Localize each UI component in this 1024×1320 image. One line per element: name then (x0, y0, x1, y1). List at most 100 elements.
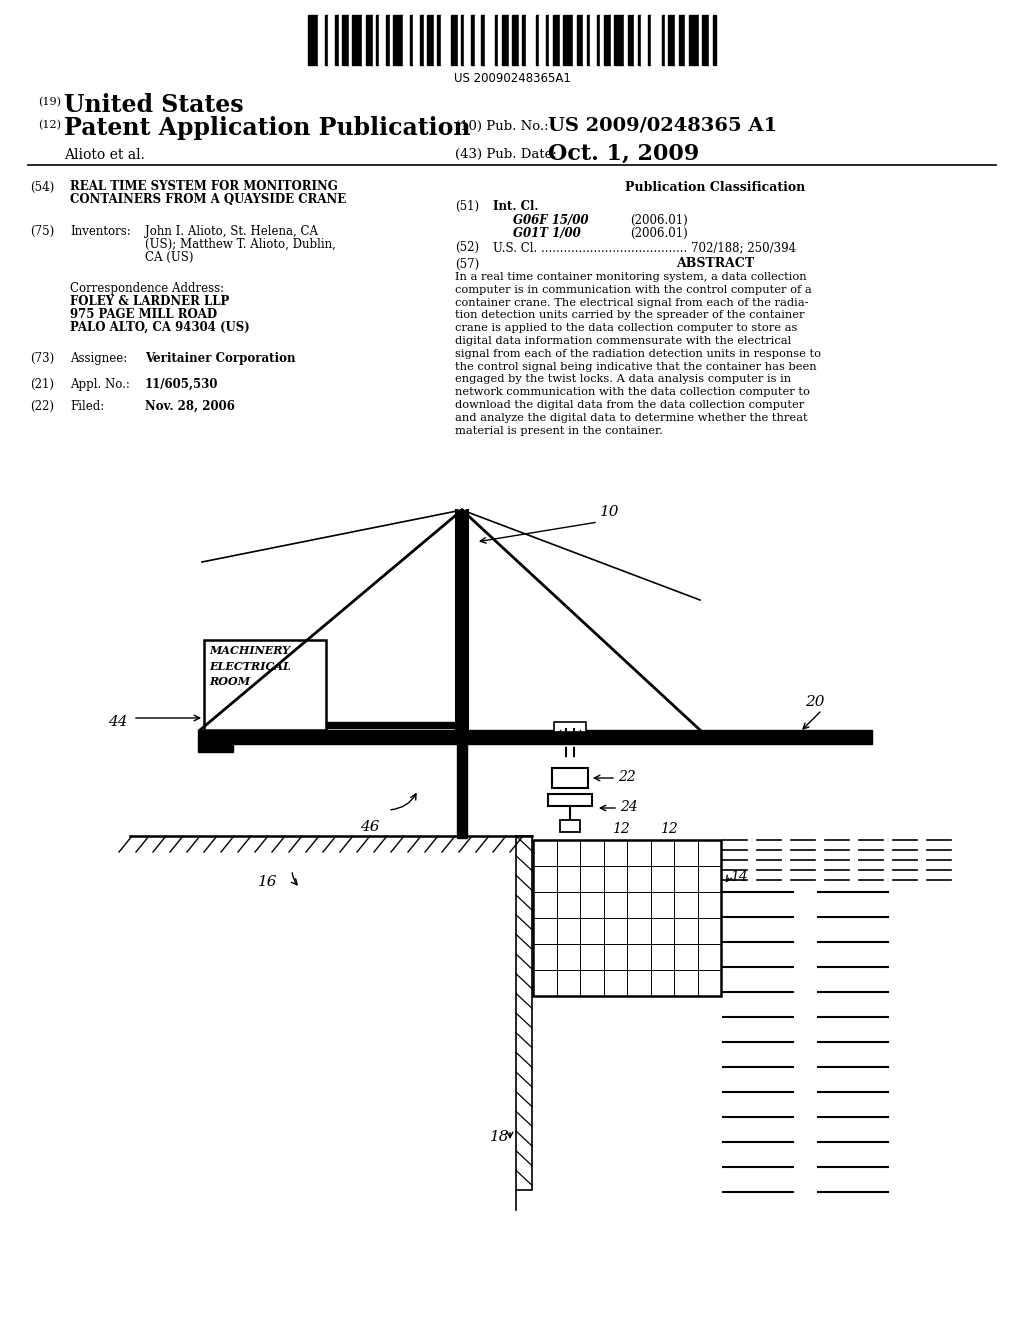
Bar (628, 15, 635, 65)
Bar (519, 15, 522, 65)
Bar (403, 15, 410, 65)
Text: 22: 22 (618, 770, 636, 784)
Bar (548, 795, 592, 807)
Bar (451, 15, 458, 65)
Text: (51): (51) (455, 201, 479, 213)
Bar (420, 15, 424, 65)
Bar (559, 15, 563, 65)
Text: 14: 14 (730, 870, 748, 884)
Bar (651, 15, 662, 65)
Text: 46: 46 (360, 820, 380, 834)
Bar (366, 15, 373, 65)
Text: (43) Pub. Date:: (43) Pub. Date: (455, 148, 557, 161)
Text: Oct. 1, 2009: Oct. 1, 2009 (548, 143, 699, 165)
Bar (638, 15, 641, 65)
Text: U.S. Cl. ....................................... 702/188; 250/394: U.S. Cl. ...............................… (493, 242, 796, 253)
Bar (512, 15, 519, 65)
Bar (458, 15, 461, 65)
Bar (326, 722, 462, 729)
Bar (461, 15, 465, 65)
Bar (525, 15, 536, 65)
Text: G06F 15/00: G06F 15/00 (513, 214, 589, 227)
Text: REAL TIME SYSTEM FOR MONITORING: REAL TIME SYSTEM FOR MONITORING (70, 180, 338, 193)
Text: (10) Pub. No.:: (10) Pub. No.: (455, 120, 549, 133)
Bar (389, 15, 393, 65)
Bar (380, 15, 386, 65)
Bar (502, 15, 509, 65)
Text: (57): (57) (455, 257, 479, 271)
Bar (550, 15, 553, 65)
Bar (427, 15, 434, 65)
Bar (536, 15, 540, 65)
Bar (204, 640, 326, 730)
Bar (573, 15, 577, 65)
Bar (675, 15, 679, 65)
Bar (597, 15, 600, 65)
Text: PALO ALTO, CA 94304 (US): PALO ALTO, CA 94304 (US) (70, 321, 250, 334)
Text: (52): (52) (455, 242, 479, 253)
Text: Appl. No.:: Appl. No.: (70, 378, 130, 391)
Bar (590, 15, 597, 65)
Bar (352, 15, 362, 65)
Bar (342, 15, 349, 65)
Text: G01T 1/00: G01T 1/00 (513, 227, 581, 240)
Bar (376, 15, 380, 65)
Bar (362, 15, 366, 65)
Text: (2006.01): (2006.01) (630, 214, 688, 227)
Bar (318, 15, 325, 65)
Text: (21): (21) (30, 378, 54, 391)
Text: Alioto et al.: Alioto et al. (63, 148, 144, 162)
Bar (481, 15, 484, 65)
Bar (534, 840, 721, 997)
Text: US 20090248365A1: US 20090248365A1 (454, 73, 570, 84)
Bar (554, 722, 586, 733)
Bar (669, 15, 675, 65)
Bar (552, 768, 588, 788)
Bar (702, 15, 710, 65)
Bar (522, 15, 525, 65)
Text: 24: 24 (620, 800, 638, 814)
Text: 12: 12 (660, 822, 678, 836)
Text: Inventors:: Inventors: (70, 224, 131, 238)
Text: Int. Cl.: Int. Cl. (493, 201, 539, 213)
Text: Patent Application Publication: Patent Application Publication (63, 116, 470, 140)
Bar (584, 15, 587, 65)
Bar (625, 15, 628, 65)
Text: 11/605,530: 11/605,530 (145, 378, 218, 391)
Text: Correspondence Address:: Correspondence Address: (70, 282, 224, 294)
Text: In a real time container monitoring system, a data collection
computer is in com: In a real time container monitoring syst… (455, 272, 821, 436)
Text: 20: 20 (805, 696, 824, 709)
Text: (2006.01): (2006.01) (630, 227, 688, 240)
Bar (509, 15, 512, 65)
Bar (635, 15, 638, 65)
Bar (662, 15, 665, 65)
Bar (577, 15, 584, 65)
Text: 975 PAGE MILL ROAD: 975 PAGE MILL ROAD (70, 308, 217, 321)
Bar (471, 15, 474, 65)
Bar (434, 15, 437, 65)
Bar (685, 15, 689, 65)
Bar (349, 15, 352, 65)
Bar (198, 744, 233, 752)
Bar (373, 15, 376, 65)
Bar (641, 15, 648, 65)
Text: (75): (75) (30, 224, 54, 238)
Bar (457, 510, 467, 838)
Text: United States: United States (63, 92, 244, 117)
Bar (437, 15, 440, 65)
Bar (499, 15, 502, 65)
Bar (604, 15, 610, 65)
Bar (325, 15, 329, 65)
Text: 44: 44 (109, 715, 128, 729)
Bar (484, 15, 495, 65)
Bar (440, 15, 451, 65)
Bar (587, 15, 590, 65)
Bar (424, 15, 427, 65)
Bar (648, 15, 651, 65)
Bar (710, 15, 713, 65)
Bar (546, 15, 550, 65)
Bar (713, 15, 716, 65)
Bar (679, 15, 685, 65)
Bar (414, 15, 420, 65)
Bar (560, 820, 580, 832)
